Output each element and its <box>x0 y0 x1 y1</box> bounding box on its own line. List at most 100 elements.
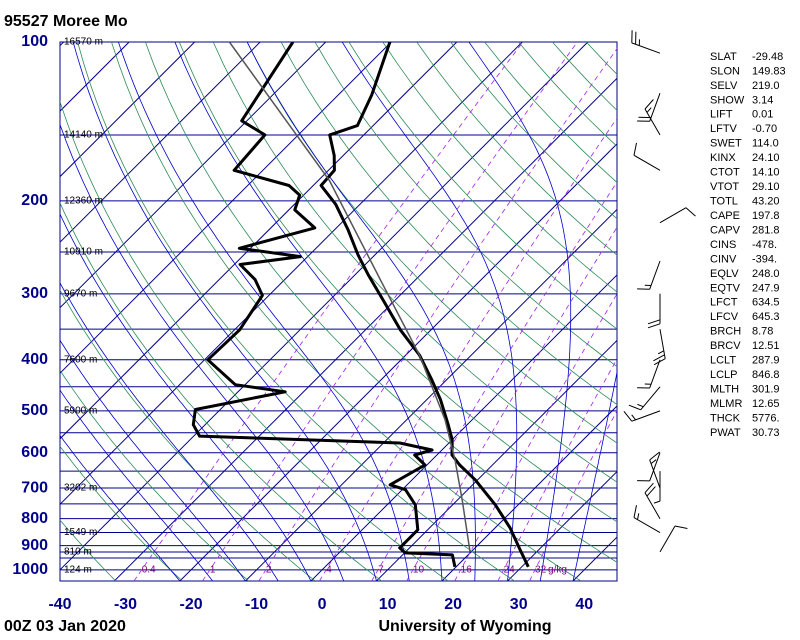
isotherm <box>60 42 195 178</box>
footer-source: University of Wyoming <box>378 618 551 635</box>
profile-line <box>319 42 530 568</box>
index-name: KINX <box>710 152 736 164</box>
mixing-ratio-line <box>529 409 617 581</box>
moist-adiabat <box>60 339 246 581</box>
isotherm <box>60 42 589 571</box>
wind-barb <box>647 293 661 329</box>
index-name: CAPV <box>710 224 741 236</box>
mixing-ratio-label: 24 <box>504 564 516 575</box>
index-name: SLAT <box>710 51 737 63</box>
index-name: LIFT <box>710 109 733 121</box>
dry-adiabat <box>246 42 617 444</box>
index-name: CINS <box>710 239 736 251</box>
wind-barb <box>653 471 661 504</box>
y-tick-label: 300 <box>21 285 48 302</box>
isotherm <box>507 470 617 581</box>
wind-barb <box>631 30 661 54</box>
mixing-ratio-line <box>133 42 524 581</box>
dry-adiabat <box>60 201 382 581</box>
index-name: LFCV <box>710 311 739 323</box>
index-value: 30.73 <box>752 427 780 439</box>
isotherm <box>60 42 327 309</box>
dry-adiabat <box>60 519 117 581</box>
x-tick-label: -30 <box>114 596 137 613</box>
index-value: 8.78 <box>752 326 773 338</box>
wind-barb <box>659 207 696 224</box>
dry-adiabat <box>60 369 249 581</box>
index-name: SLON <box>710 65 740 77</box>
wind-barb <box>637 452 661 482</box>
wind-barb <box>637 359 661 389</box>
x-tick-label: 10 <box>379 596 397 613</box>
isotherm <box>179 143 617 581</box>
moist-adiabat <box>60 213 312 581</box>
y-tick-label: 600 <box>21 444 48 461</box>
index-value: -478. <box>752 239 777 251</box>
wind-barb <box>637 260 661 290</box>
footer-date: 00Z 03 Jan 2020 <box>4 618 126 635</box>
height-label: 810 m <box>64 547 92 558</box>
index-name: SWET <box>710 138 742 150</box>
index-value: -0.70 <box>752 123 777 135</box>
height-label: 1549 m <box>64 527 97 538</box>
wind-barb <box>644 99 661 136</box>
height-label: 3202 m <box>64 483 97 494</box>
index-value: 24.10 <box>752 152 780 164</box>
dry-adiabat <box>280 42 617 406</box>
index-value: 12.65 <box>752 398 780 410</box>
dry-adiabat <box>77 42 515 581</box>
index-name: CINV <box>710 253 737 265</box>
index-value: 301.9 <box>752 383 780 395</box>
height-label: 9670 m <box>64 288 97 299</box>
moist-adiabat <box>341 42 518 581</box>
index-name: LFTV <box>710 123 738 135</box>
index-value: 248.0 <box>752 268 780 280</box>
mixing-ratio-line <box>258 48 617 581</box>
moist-adiabat <box>60 434 181 581</box>
dry-adiabat <box>60 289 316 581</box>
index-name: EQTV <box>710 282 741 294</box>
moist-adiabat <box>174 42 443 581</box>
x-tick-label: -20 <box>179 596 202 613</box>
wind-barb <box>637 93 661 122</box>
index-value: 219.0 <box>752 80 780 92</box>
y-tick-label: 500 <box>21 402 48 419</box>
wind-barb <box>628 386 661 411</box>
index-name: VTOT <box>710 181 739 193</box>
x-tick-label: 20 <box>444 596 462 613</box>
index-name: BRCV <box>710 340 741 352</box>
mixing-ratio-line <box>497 358 617 581</box>
index-value: 29.10 <box>752 181 780 193</box>
x-tick-label: 40 <box>575 596 593 613</box>
isotherm <box>60 42 261 243</box>
plot-frame <box>59 41 618 582</box>
mixing-ratio-line <box>454 293 617 581</box>
index-name: LCLT <box>710 355 736 367</box>
labels: 0.4 1 2 4 7 10 16 24 32 g/kg100200300400500600700… <box>12 30 786 613</box>
isotherm <box>60 42 392 374</box>
mixing-ratio-label: 32 <box>535 564 547 575</box>
index-value: 0.01 <box>752 109 773 121</box>
index-value: 846.8 <box>752 369 780 381</box>
height-label: 10910 m <box>64 247 103 258</box>
index-name: EQLV <box>710 268 739 280</box>
dry-adiabat <box>145 42 617 563</box>
index-value: -394. <box>752 253 777 265</box>
moist-adiabat <box>72 42 377 581</box>
moist-adiabat <box>572 370 617 581</box>
isotherm <box>376 339 617 581</box>
profile-line <box>228 42 471 552</box>
mixing-ratio-label: 4 <box>326 564 332 575</box>
mixing-ratio-label: 10 <box>413 564 425 575</box>
y-tick-label: 200 <box>21 192 48 209</box>
y-tick-label: 900 <box>21 537 48 554</box>
dry-adiabat <box>60 100 449 581</box>
index-name: MLMR <box>710 398 742 410</box>
x-tick-label: -10 <box>245 596 268 613</box>
index-value: 645.3 <box>752 311 780 323</box>
wind-barb <box>644 482 661 519</box>
index-value: 3.14 <box>752 94 773 106</box>
mixing-ratio-label: 1 <box>210 564 216 575</box>
index-name: LFCT <box>710 297 738 309</box>
